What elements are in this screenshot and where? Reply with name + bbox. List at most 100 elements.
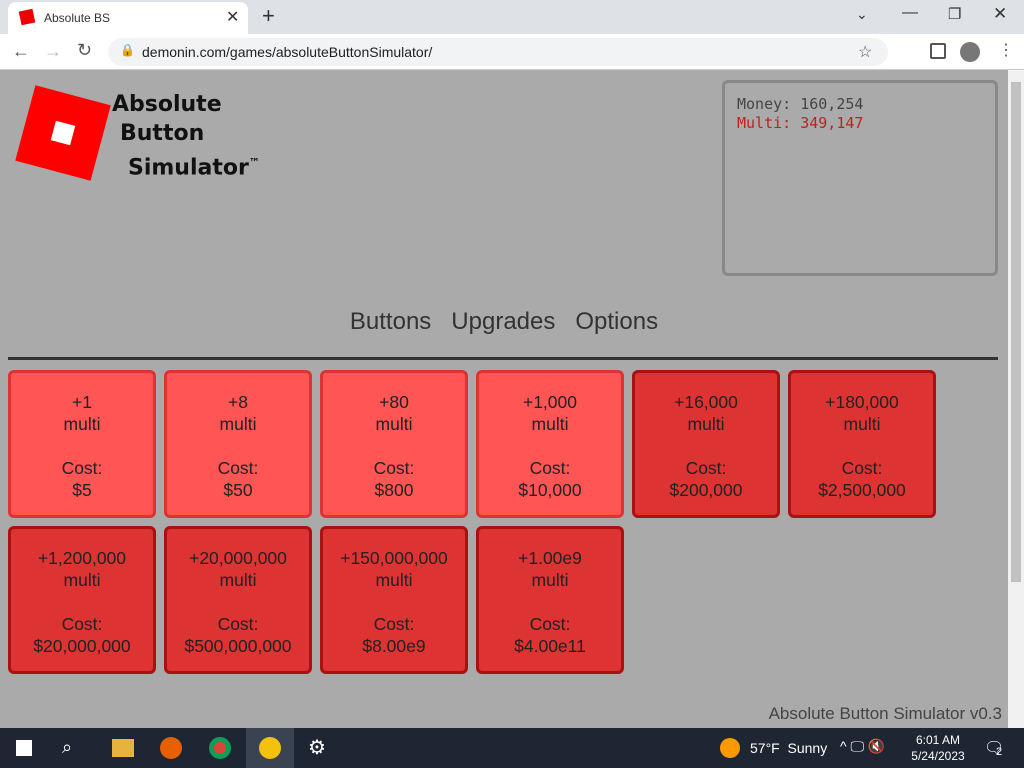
- lock-icon: 🔒: [120, 43, 135, 57]
- spacer: [323, 435, 465, 457]
- gain: +20,000,000: [189, 548, 287, 568]
- logo-line: Simulator: [128, 155, 249, 181]
- tab[interactable]: Absolute BS ✕: [8, 2, 248, 34]
- cost: $200,000: [669, 480, 743, 500]
- cost-label: Cost:: [685, 458, 727, 478]
- tab-bar: Absolute BS ✕ + ⌄ — ❐ ✕: [0, 0, 1024, 34]
- favicon: [18, 8, 36, 26]
- search[interactable]: ⌕: [62, 737, 73, 757]
- notifications-icon[interactable]: 🗨: [984, 740, 1005, 757]
- cost-label: Cost:: [373, 458, 415, 478]
- scrollbar[interactable]: [1008, 70, 1024, 728]
- weather[interactable]: 57°F Sunny: [750, 740, 828, 756]
- chrome[interactable]: [209, 737, 231, 759]
- logo-line: Button: [120, 121, 205, 146]
- buy-button[interactable]: +1 multi Cost: $5: [8, 370, 156, 518]
- nav: Buttons Upgrades Options: [0, 308, 1008, 336]
- cost-label: Cost:: [373, 614, 415, 634]
- unit: multi: [843, 414, 881, 434]
- time: 6:01 AM: [915, 733, 961, 747]
- start[interactable]: [16, 740, 32, 756]
- cost: $10,000: [518, 480, 582, 500]
- bookmark[interactable]: ☆: [858, 44, 873, 61]
- unit: multi: [375, 414, 413, 434]
- money: Money: 160,254: [737, 95, 864, 113]
- unit: multi: [63, 570, 101, 590]
- logo-icon: [15, 85, 111, 181]
- unit: multi: [687, 414, 725, 434]
- close-window[interactable]: ✕: [993, 4, 1008, 23]
- gain: +180,000: [825, 392, 899, 412]
- logo-text: Absolute Button Simulator™: [112, 90, 260, 182]
- buy-button[interactable]: +1.00e9 multi Cost: $4.00e11: [476, 526, 624, 674]
- profile[interactable]: [960, 42, 980, 62]
- gain: +150,000,000: [340, 548, 448, 568]
- spacer: [635, 435, 777, 457]
- buy-button[interactable]: +1,200,000 multi Cost: $20,000,000: [8, 526, 156, 674]
- spacer: [11, 591, 153, 613]
- gain: +1,000: [522, 392, 577, 412]
- spacer: [479, 591, 621, 613]
- unit: multi: [375, 570, 413, 590]
- explorer[interactable]: [112, 739, 134, 757]
- unit: multi: [531, 570, 569, 590]
- back[interactable]: ←: [12, 41, 30, 61]
- gain: +80: [379, 392, 409, 412]
- tab-search[interactable]: ⌄: [856, 6, 868, 22]
- nav-tab[interactable]: Upgrades: [451, 308, 556, 335]
- gain: +8: [228, 392, 248, 412]
- restore[interactable]: ❐: [948, 6, 962, 23]
- unit: multi: [219, 570, 257, 590]
- cost: $800: [374, 480, 414, 500]
- spacer: [167, 591, 309, 613]
- tab-title: Absolute BS: [44, 11, 111, 25]
- cost: $4.00e11: [514, 636, 586, 656]
- forward[interactable]: →: [44, 41, 62, 61]
- spacer: [479, 435, 621, 457]
- buy-button[interactable]: +180,000 multi Cost: $2,500,000: [788, 370, 936, 518]
- notification-count: 2: [996, 746, 1003, 758]
- nav-tab[interactable]: Buttons: [349, 308, 432, 335]
- gain: +1: [72, 392, 92, 412]
- taskbar: ⌕ ⚙ 57°F Sunny ^ 🖵 🔇 6:01 AM 5/24/2023 🗨…: [0, 728, 1024, 768]
- weather-icon: [720, 738, 740, 758]
- multi: Multi: 349,147: [737, 114, 864, 132]
- buy-button[interactable]: +1,000 multi Cost: $10,000: [476, 370, 624, 518]
- cost-label: Cost:: [61, 614, 103, 634]
- cost-label: Cost:: [529, 614, 571, 634]
- buy-button[interactable]: +80 multi Cost: $800: [320, 370, 468, 518]
- menu[interactable]: ⋮: [998, 42, 1014, 59]
- firefox[interactable]: [160, 737, 182, 759]
- spacer: [167, 435, 309, 457]
- version: Absolute Button Simulator v0.3: [768, 704, 1002, 723]
- stats-panel: Money: 160,254 Multi: 349,147: [722, 80, 998, 276]
- tab-close[interactable]: ✕: [226, 9, 240, 26]
- page: Absolute Button Simulator™ Money: 160,25…: [0, 70, 1008, 728]
- cost-label: Cost:: [529, 458, 571, 478]
- clock[interactable]: 6:01 AM 5/24/2023: [906, 732, 970, 764]
- spacer: [11, 435, 153, 457]
- buy-button[interactable]: +8 multi Cost: $50: [164, 370, 312, 518]
- active-app[interactable]: [246, 728, 294, 768]
- nav-tab[interactable]: Options: [575, 308, 659, 335]
- new-tab[interactable]: +: [262, 3, 275, 28]
- minimize[interactable]: —: [902, 4, 918, 21]
- cost-label: Cost:: [841, 458, 883, 478]
- url: demonin.com/games/absoluteButtonSimulato…: [142, 44, 433, 60]
- gain: +1.00e9: [518, 548, 582, 568]
- cost: $2,500,000: [818, 480, 906, 500]
- cost: $500,000,000: [184, 636, 292, 656]
- tray[interactable]: ^ 🖵 🔇: [840, 738, 886, 754]
- reload[interactable]: ↻: [77, 40, 93, 60]
- buy-button[interactable]: +150,000,000 multi Cost: $8.00e9: [320, 526, 468, 674]
- settings[interactable]: ⚙: [308, 737, 326, 759]
- cost: $50: [223, 480, 253, 500]
- trademark: ™: [248, 156, 260, 169]
- date: 5/24/2023: [911, 749, 965, 763]
- buy-button[interactable]: +20,000,000 multi Cost: $500,000,000: [164, 526, 312, 674]
- url-box[interactable]: 🔒 demonin.com/games/absoluteButtonSimula…: [108, 38, 888, 66]
- cost: $8.00e9: [362, 636, 426, 656]
- buy-button[interactable]: +16,000 multi Cost: $200,000: [632, 370, 780, 518]
- sidebar-icon[interactable]: [930, 43, 946, 59]
